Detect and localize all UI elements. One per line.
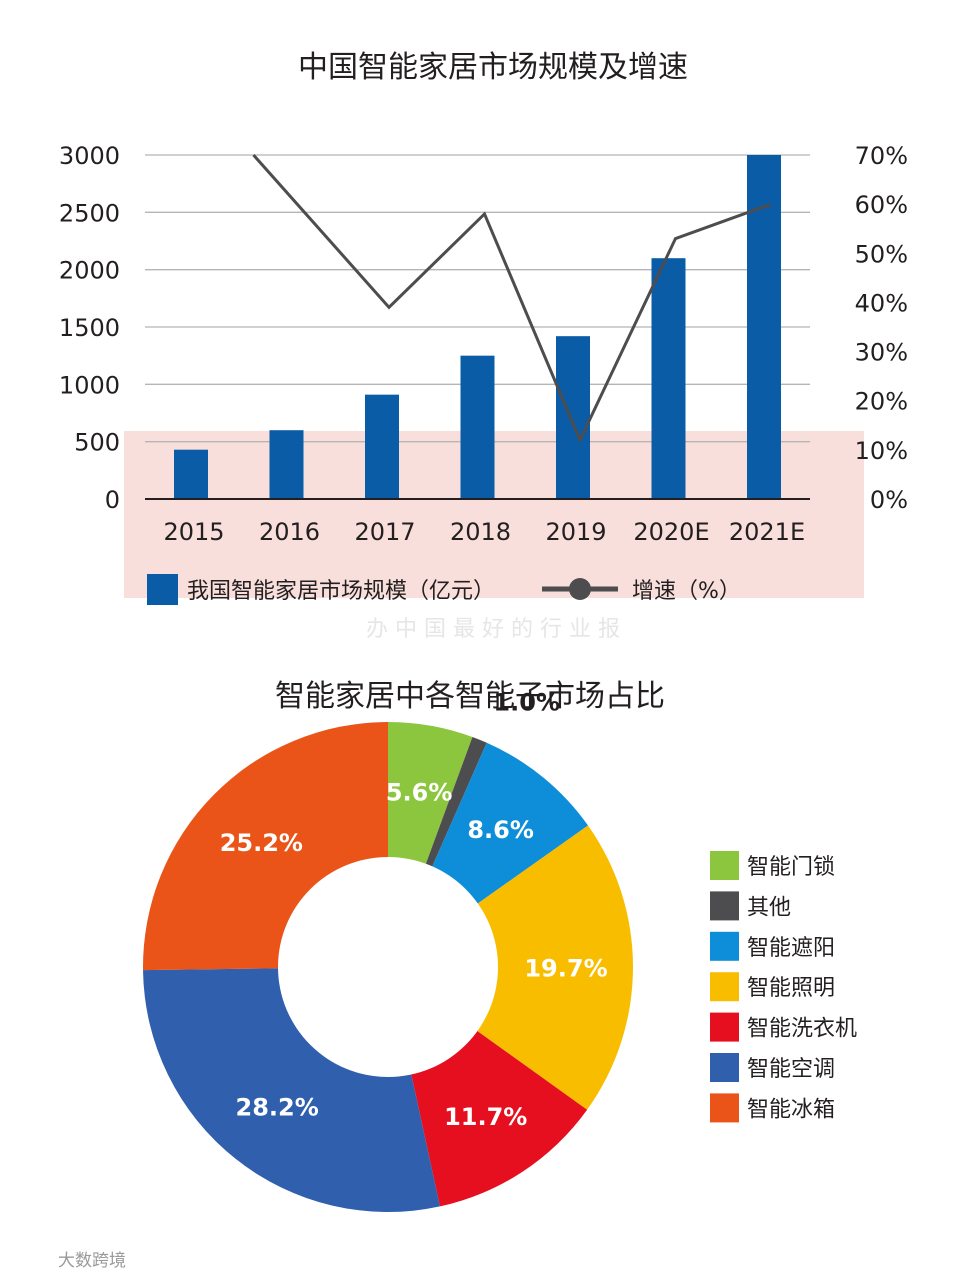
right-tick-label: 40% <box>855 289 908 317</box>
x-tick-label: 2021E <box>729 518 805 546</box>
growth-line-series <box>252 154 772 444</box>
left-tick-label: 1000 <box>59 371 120 399</box>
x-tick-label: 2015 <box>163 518 224 546</box>
legend-label: 智能遮阳 <box>747 936 835 961</box>
legend-line-marker <box>569 578 591 600</box>
right-tick-label: 0% <box>870 486 908 514</box>
legend-swatch <box>710 1053 739 1082</box>
right-tick-label: 30% <box>855 339 908 367</box>
x-tick-label: 2019 <box>545 518 606 546</box>
x-tick-label: 2017 <box>354 518 415 546</box>
legend-line-label: 增速（%） <box>632 579 741 604</box>
donut-slice-label: 28.2% <box>236 1093 319 1121</box>
legend-label: 智能门锁 <box>747 855 835 880</box>
donut-slice-label: 8.6% <box>467 816 534 844</box>
donut-chart-title: 智能家居中各智能子市场占比 <box>275 679 665 714</box>
left-tick-label: 500 <box>74 429 120 457</box>
left-tick-label: 0 <box>105 486 120 514</box>
right-tick-label: 70% <box>855 142 908 170</box>
legend-bar-label: 我国智能家居市场规模（亿元） <box>187 579 495 604</box>
bar <box>365 394 399 499</box>
bar <box>460 355 495 499</box>
x-tick-label: 2016 <box>259 518 320 546</box>
donut-slice-label: 1.0% <box>493 688 560 716</box>
x-tick-label: 2020E <box>633 518 709 546</box>
x-axis-ticks: 2015 2016 2017 2018 2019 2020E 2021E <box>163 518 805 546</box>
left-tick-label: 3000 <box>59 142 120 170</box>
bar-series <box>174 155 781 499</box>
left-tick-label: 2000 <box>59 257 120 285</box>
left-tick-label: 1500 <box>59 314 120 342</box>
legend-swatch <box>710 891 739 921</box>
growth-line <box>252 154 772 444</box>
bar <box>651 258 686 499</box>
donut-hole <box>278 857 498 1077</box>
legend-label: 智能空调 <box>747 1057 835 1082</box>
right-tick-label: 60% <box>855 191 908 219</box>
donut-labels: 5.6% 1.0% 8.6% 19.7% 11.7% 28.2% 25.2% <box>220 688 608 1130</box>
right-tick-label: 20% <box>855 388 908 416</box>
legend-label: 智能照明 <box>747 976 835 1001</box>
bar <box>269 430 304 499</box>
right-axis-ticks: 0% 10% 20% 30% 40% 50% 60% 70% <box>855 142 908 514</box>
right-tick-label: 10% <box>855 437 908 465</box>
right-tick-label: 50% <box>855 240 908 268</box>
donut-slice <box>388 825 633 1110</box>
donut-slice-label: 25.2% <box>220 829 303 857</box>
watermark-subtitle: 办 中 国 最 好 的 行 业 报 <box>366 617 620 642</box>
legend-bar-swatch <box>147 574 178 605</box>
left-tick-label: 2500 <box>59 199 120 227</box>
source-mark: 大数跨境 <box>58 1251 126 1271</box>
bar-chart-title: 中国智能家居市场规模及增速 <box>298 50 688 85</box>
donut-slice-label: 5.6% <box>386 779 453 807</box>
legend-swatch <box>710 1093 739 1123</box>
legend-label: 智能洗衣机 <box>747 1017 857 1042</box>
bar <box>556 336 590 499</box>
donut-slice-label: 11.7% <box>444 1103 527 1131</box>
legend-swatch <box>710 851 739 880</box>
legend-label: 智能冰箱 <box>747 1097 835 1122</box>
legend-swatch <box>710 931 739 961</box>
legend-swatch <box>710 972 739 1002</box>
left-axis-ticks: 0 500 1000 1500 2000 2500 3000 <box>59 142 120 514</box>
donut-slice-label: 19.7% <box>524 955 607 983</box>
bar <box>174 449 208 499</box>
x-tick-label: 2018 <box>450 518 511 546</box>
legend-swatch <box>710 1012 739 1042</box>
legend-label: 其他 <box>747 895 791 920</box>
